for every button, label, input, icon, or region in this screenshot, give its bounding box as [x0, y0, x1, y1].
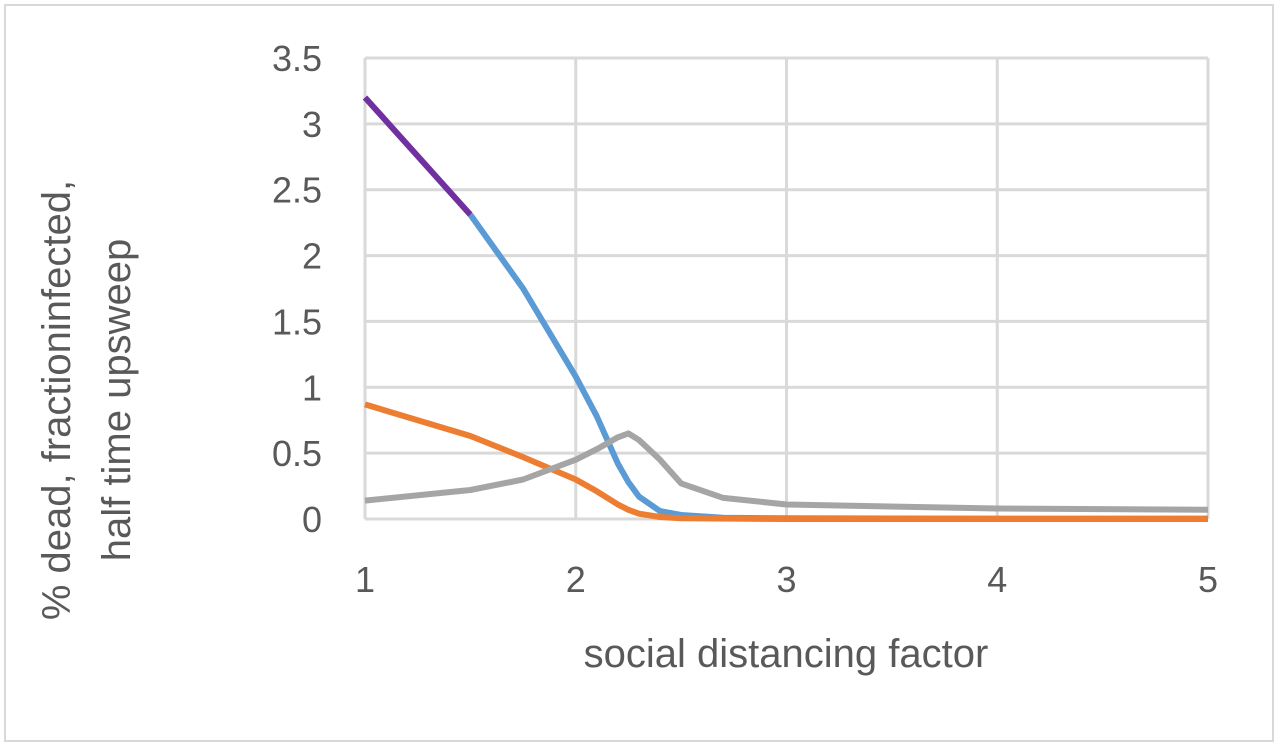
y-tick-label: 3	[302, 104, 322, 145]
x-tick-label: 2	[566, 559, 586, 600]
chart-frame	[4, 4, 1274, 742]
y-tick-label: 2.5	[272, 170, 322, 211]
y-tick-label: 3.5	[272, 38, 322, 79]
y-tick-label: 0.5	[272, 433, 322, 474]
x-tick-label: 4	[987, 559, 1007, 600]
grid	[363, 56, 1210, 521]
x-tick-label: 1	[355, 559, 375, 600]
series-line-4	[364, 430, 1209, 513]
y-axis-title-line-1: % dead, fractioninfected,	[35, 180, 79, 620]
x-tick-label: 3	[776, 559, 796, 600]
y-tick-label: 2	[302, 236, 322, 277]
x-axis-title: social distancing factor	[584, 632, 989, 676]
series-lines	[362, 95, 1209, 522]
series-line-2	[362, 95, 473, 217]
y-tick-label: 0	[302, 499, 322, 540]
x-tick-label: 5	[1198, 559, 1218, 600]
tick-labels: 0 0.5 1 1.5 2 2.5 3 3.5 1 2 3 4 5	[272, 38, 1218, 600]
y-tick-label: 1	[302, 367, 322, 408]
series-line-3	[364, 401, 1208, 522]
y-tick-label: 1.5	[272, 301, 322, 342]
y-axis-title-line-2: half time upsweep	[95, 239, 139, 561]
y-axis-title: % dead, fractioninfected, half time upsw…	[35, 180, 139, 620]
series-line-1	[467, 212, 1208, 522]
